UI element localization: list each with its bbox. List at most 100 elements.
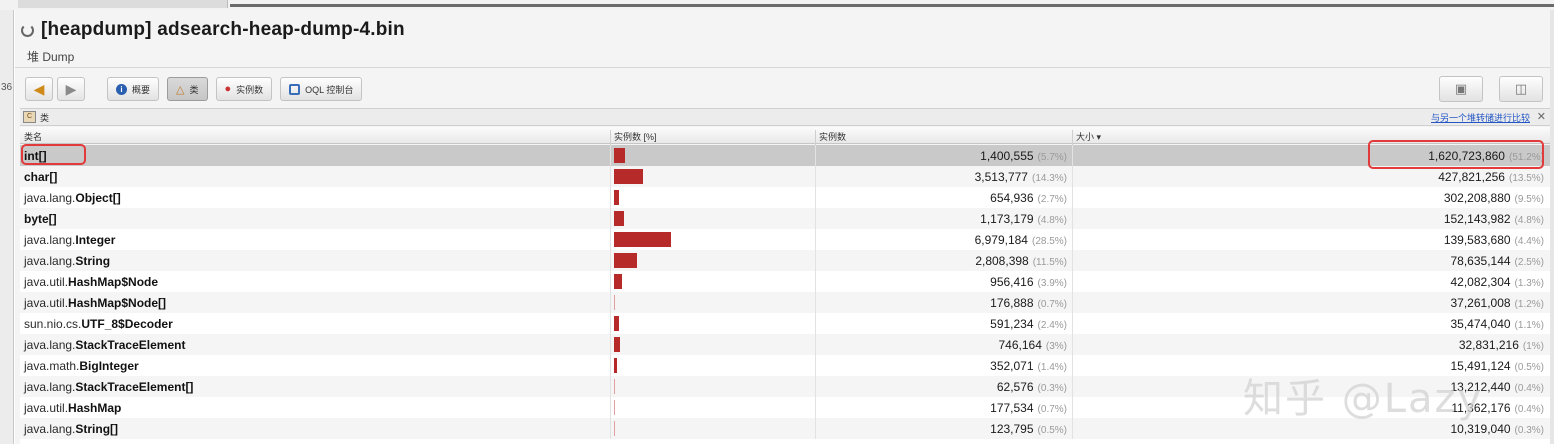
table-row[interactable]: int[] 1,400,555 (5.7%) 1,620,723,860 (51.2%) bbox=[20, 145, 1550, 166]
save-icon: ▣ bbox=[1454, 81, 1468, 96]
size-percent: (0.5%) bbox=[1514, 362, 1544, 373]
class-simple-name: char[] bbox=[24, 170, 58, 184]
instance-percent-bar bbox=[614, 274, 622, 289]
class-simple-name: HashMap bbox=[68, 401, 122, 415]
column-gridline bbox=[1072, 187, 1073, 208]
table-row[interactable]: java.lang.StackTraceElement[] 62,576 (0.3%… bbox=[20, 376, 1550, 397]
forward-button[interactable]: ▶ bbox=[57, 77, 85, 101]
subtab-heap-dump[interactable]: 堆 Dump bbox=[15, 46, 1550, 68]
package-prefix: java.lang. bbox=[24, 254, 76, 268]
size-value: 11,362,176 bbox=[1451, 401, 1511, 415]
table-row[interactable]: java.lang.StackTraceElement 746,164 (3%) 32… bbox=[20, 334, 1550, 355]
size-cell: 1,620,723,860 (51.2%) bbox=[1076, 149, 1544, 163]
column-gridline bbox=[815, 292, 816, 313]
top-divider bbox=[230, 4, 1554, 7]
table-row[interactable]: byte[] 1,173,179 (4.8%) 152,143,982 (4.8%) bbox=[20, 208, 1550, 229]
instance-percent-bar bbox=[614, 421, 615, 436]
table-row[interactable]: java.util.HashMap$Node 956,416 (3.9%) 42,08… bbox=[20, 271, 1550, 292]
close-icon[interactable]: ✕ bbox=[1536, 111, 1546, 123]
instance-count-value: 3,513,777 bbox=[974, 170, 1028, 184]
column-gridline bbox=[815, 334, 816, 355]
window-tab-fragment[interactable] bbox=[18, 0, 228, 8]
snapshot-button[interactable]: ◫ bbox=[1499, 76, 1543, 102]
table-row[interactable]: java.lang.Object[] 654,936 (2.7%) 302,208,8… bbox=[20, 187, 1550, 208]
instance-count-percent: (3%) bbox=[1045, 341, 1067, 352]
column-gridline bbox=[610, 145, 611, 166]
column-separator[interactable] bbox=[815, 130, 816, 147]
size-cell: 32,831,216 (1%) bbox=[1076, 338, 1544, 352]
instance-count-percent: (14.3%) bbox=[1031, 173, 1067, 184]
size-value: 302,208,880 bbox=[1443, 191, 1511, 205]
column-separator[interactable] bbox=[1072, 130, 1073, 147]
column-gridline bbox=[815, 250, 816, 271]
instance-count-cell: 746,164 (3%) bbox=[819, 338, 1067, 352]
size-percent: (4.8%) bbox=[1514, 215, 1544, 226]
classes-panel-header: C 类 与另一个堆转储进行比较 ✕ bbox=[20, 108, 1550, 126]
column-instances[interactable]: 实例数 bbox=[819, 132, 847, 142]
package-prefix: java.util. bbox=[24, 275, 69, 289]
class-simple-name: Integer bbox=[75, 233, 116, 247]
classes-button[interactable]: △ 类 bbox=[167, 77, 208, 101]
class-name-cell: java.lang.Object[] bbox=[24, 191, 121, 205]
size-value: 35,474,040 bbox=[1450, 317, 1511, 331]
size-cell: 302,208,880 (9.5%) bbox=[1076, 191, 1544, 205]
instance-percent-bar bbox=[614, 148, 625, 163]
instance-count-percent: (28.5%) bbox=[1031, 236, 1067, 247]
class-icon: △ bbox=[176, 83, 185, 96]
instance-count-value: 654,936 bbox=[990, 191, 1034, 205]
back-button[interactable]: ◀ bbox=[25, 77, 53, 101]
column-gridline bbox=[610, 208, 611, 229]
save-heap-button[interactable]: ▣ bbox=[1439, 76, 1483, 102]
instance-count-cell: 177,534 (0.7%) bbox=[819, 401, 1067, 415]
column-separator[interactable] bbox=[610, 130, 611, 147]
table-header: 类名 实例数 [%] 实例数 大小 ▾ bbox=[20, 127, 1550, 147]
instance-percent-bar bbox=[614, 316, 619, 331]
info-icon: i bbox=[116, 83, 127, 95]
column-gridline bbox=[610, 397, 611, 418]
column-size-sorted[interactable]: 大小 ▾ bbox=[1076, 132, 1102, 142]
instance-count-cell: 176,888 (0.7%) bbox=[819, 296, 1067, 310]
table-row[interactable]: java.lang.Integer 6,979,184 (28.5%) 139,583… bbox=[20, 229, 1550, 250]
package-prefix: java.lang. bbox=[24, 380, 76, 394]
table-row[interactable]: java.util.HashMap$Node[] 176,888 (0.7%) 37,… bbox=[20, 292, 1550, 313]
compare-heap-link[interactable]: 与另一个堆转储进行比较 bbox=[1430, 113, 1530, 123]
column-gridline bbox=[610, 271, 611, 292]
table-row[interactable]: java.util.HashMap 177,534 (0.7%) 11,362,176… bbox=[20, 397, 1550, 418]
class-simple-name: StackTraceElement[] bbox=[75, 380, 194, 394]
column-gridline bbox=[815, 397, 816, 418]
table-row[interactable]: char[] 3,513,777 (14.3%) 427,821,256 (13.5%) bbox=[20, 166, 1550, 187]
class-name-cell: java.lang.Integer bbox=[24, 233, 115, 247]
class-name-cell: java.lang.String bbox=[24, 254, 110, 268]
class-name-cell: byte[] bbox=[24, 212, 57, 226]
instance-percent-bar bbox=[614, 358, 617, 373]
column-gridline bbox=[610, 229, 611, 250]
column-gridline bbox=[1072, 208, 1073, 229]
loading-icon bbox=[21, 23, 34, 37]
column-gridline bbox=[610, 376, 611, 397]
column-gridline bbox=[1072, 292, 1073, 313]
top-strip bbox=[0, 0, 1554, 10]
oql-console-button[interactable]: OQL 控制台 bbox=[280, 77, 363, 101]
class-simple-name: String[] bbox=[75, 422, 119, 436]
column-gridline bbox=[815, 313, 816, 334]
column-gridline bbox=[1072, 145, 1073, 166]
column-gridline bbox=[1072, 355, 1073, 376]
table-row[interactable]: java.lang.String[] 123,795 (0.5%) 10,319,04… bbox=[20, 418, 1550, 439]
size-percent: (1.2%) bbox=[1514, 299, 1544, 310]
table-row[interactable]: java.math.BigInteger 352,071 (1.4%) 15,491,… bbox=[20, 355, 1550, 376]
panel-title: 类 bbox=[40, 112, 50, 123]
size-cell: 35,474,040 (1.1%) bbox=[1076, 317, 1544, 331]
instances-button[interactable]: ● 实例数 bbox=[215, 77, 273, 101]
class-name-cell: java.math.BigInteger bbox=[24, 359, 139, 373]
class-name-cell: java.util.HashMap$Node bbox=[24, 275, 158, 289]
table-row[interactable]: java.lang.String 2,808,398 (11.5%) 78,635,1… bbox=[20, 250, 1550, 271]
summary-button[interactable]: i 概要 bbox=[107, 77, 160, 101]
column-gridline bbox=[815, 166, 816, 187]
column-gridline bbox=[815, 208, 816, 229]
size-value: 32,831,216 bbox=[1458, 338, 1519, 352]
instance-count-value: 352,071 bbox=[990, 359, 1034, 373]
column-instances-percent[interactable]: 实例数 [%] bbox=[614, 132, 657, 142]
instance-count-cell: 654,936 (2.7%) bbox=[819, 191, 1067, 205]
table-row[interactable]: sun.nio.cs.UTF_8$Decoder 591,234 (2.4%) 35,… bbox=[20, 313, 1550, 334]
column-class-name[interactable]: 类名 bbox=[24, 132, 43, 142]
